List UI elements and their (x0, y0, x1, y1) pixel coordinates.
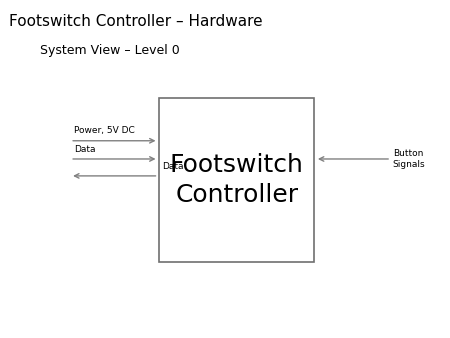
Bar (159, 98, 314, 262)
Text: Button
Signals: Button Signals (393, 149, 425, 169)
Text: Footswitch Controller – Hardware: Footswitch Controller – Hardware (9, 14, 263, 28)
Text: System View – Level 0: System View – Level 0 (40, 44, 180, 57)
Text: Data: Data (162, 162, 184, 171)
Text: Data: Data (74, 145, 95, 154)
Text: Power, 5V DC: Power, 5V DC (74, 126, 135, 135)
Text: Footswitch
Controller: Footswitch Controller (170, 153, 304, 207)
